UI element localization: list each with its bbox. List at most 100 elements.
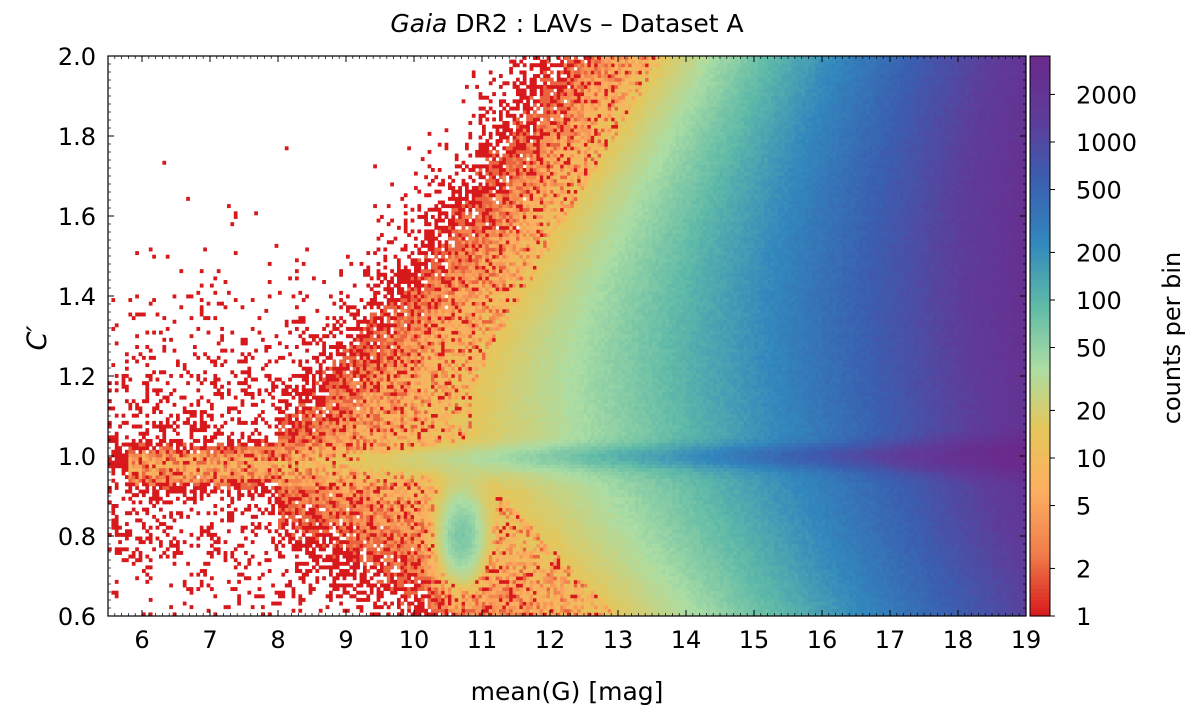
heatmap-cell [216, 377, 221, 382]
heatmap-cell [210, 283, 214, 288]
heatmap-cell [414, 569, 418, 573]
heatmap-cell [417, 453, 422, 458]
heatmap-cell [383, 446, 388, 451]
heatmap-cell [172, 348, 177, 353]
heatmap-cell [400, 478, 405, 483]
heatmap-cell [434, 558, 439, 563]
heatmap-cell [427, 605, 432, 610]
heatmap-cell [393, 583, 398, 588]
heatmap-cell [390, 240, 394, 245]
heatmap-cell [424, 457, 428, 461]
heatmap-cell [216, 540, 221, 545]
heatmap-cell [193, 475, 197, 480]
heatmap-cell [267, 612, 272, 616]
heatmap-cell [250, 355, 255, 360]
heatmap-cell [339, 453, 343, 458]
heatmap-cell [369, 540, 374, 545]
heatmap-cell [437, 410, 442, 415]
heatmap-cell [220, 395, 224, 400]
heatmap-cell [369, 384, 374, 389]
heatmap-cell [400, 410, 405, 415]
heatmap-cell [162, 337, 167, 342]
heatmap-cell [284, 431, 289, 436]
heatmap-cell [427, 233, 432, 237]
heatmap-cell [308, 334, 313, 339]
heatmap-cell [315, 569, 320, 573]
heatmap-cell [397, 449, 401, 454]
heatmap-cell [390, 457, 394, 461]
heatmap-cell [359, 381, 364, 386]
heatmap-cell [339, 438, 343, 443]
heatmap-cell [247, 507, 252, 512]
heatmap-cell [240, 381, 245, 386]
heatmap-cell [339, 352, 343, 357]
heatmap-cell [298, 561, 303, 566]
heatmap-cell [186, 587, 190, 592]
heatmap-cell [342, 532, 347, 537]
heatmap-cell [393, 496, 398, 501]
heatmap-cell [386, 410, 391, 415]
heatmap-cell [329, 399, 333, 404]
heatmap-cell [427, 558, 432, 563]
heatmap-cell [434, 218, 439, 223]
heatmap-cell [305, 453, 309, 458]
heatmap-cell [359, 326, 364, 331]
heatmap-cell [380, 550, 384, 555]
heatmap-cell [135, 334, 139, 339]
heatmap-cell [315, 504, 320, 508]
heatmap-cell [186, 514, 190, 519]
heatmap-cell [420, 269, 425, 274]
heatmap-cell [366, 269, 371, 274]
heatmap-cell [165, 500, 170, 505]
heatmap-cell [312, 587, 316, 592]
heatmap-cell [407, 359, 411, 364]
heatmap-cell [407, 319, 411, 324]
heatmap-cell [298, 536, 303, 541]
heatmap-cell [352, 489, 357, 494]
heatmap-cell [257, 446, 262, 451]
heatmap-cell [145, 438, 150, 443]
heatmap-cell [403, 529, 408, 534]
heatmap-cell [417, 608, 422, 613]
heatmap-cell [339, 471, 343, 476]
heatmap-cell [335, 471, 340, 476]
heatmap-cell [332, 471, 337, 476]
heatmap-cell [369, 381, 374, 386]
heatmap-cell [441, 211, 445, 216]
heatmap-cell [301, 438, 306, 443]
heatmap-cell [288, 392, 292, 396]
heatmap-cell [420, 363, 425, 368]
heatmap-cell [284, 489, 289, 494]
heatmap-cell [369, 370, 374, 375]
heatmap-cell [424, 305, 428, 310]
heatmap-cell [431, 597, 435, 602]
heatmap-cell [305, 381, 309, 386]
heatmap-cell [111, 464, 116, 469]
heatmap-cell [431, 457, 435, 461]
heatmap-cell [349, 388, 354, 393]
heatmap-cell [308, 410, 313, 415]
heatmap-cell [298, 540, 303, 545]
heatmap-cell [125, 373, 129, 378]
heatmap-cell [203, 446, 207, 451]
heatmap-cell [410, 319, 415, 324]
heatmap-cell [376, 218, 381, 223]
heatmap-cell [410, 261, 415, 266]
heatmap-cell [267, 261, 272, 266]
heatmap-cell [403, 193, 408, 198]
heatmap-cell [301, 417, 306, 422]
heatmap-cell [247, 489, 252, 494]
heatmap-cell [315, 532, 320, 537]
heatmap-cell [135, 482, 139, 487]
heatmap-cell [410, 323, 415, 328]
heatmap-cell [128, 511, 133, 516]
heatmap-cell [373, 388, 377, 393]
heatmap-cell [322, 536, 326, 541]
heatmap-cell [339, 561, 343, 566]
heatmap-cell [431, 377, 435, 382]
heatmap-cell [383, 330, 388, 335]
heatmap-cell [386, 561, 391, 566]
heatmap-cell [352, 464, 357, 469]
heatmap-cell [400, 276, 405, 281]
heatmap-cell [342, 345, 347, 349]
